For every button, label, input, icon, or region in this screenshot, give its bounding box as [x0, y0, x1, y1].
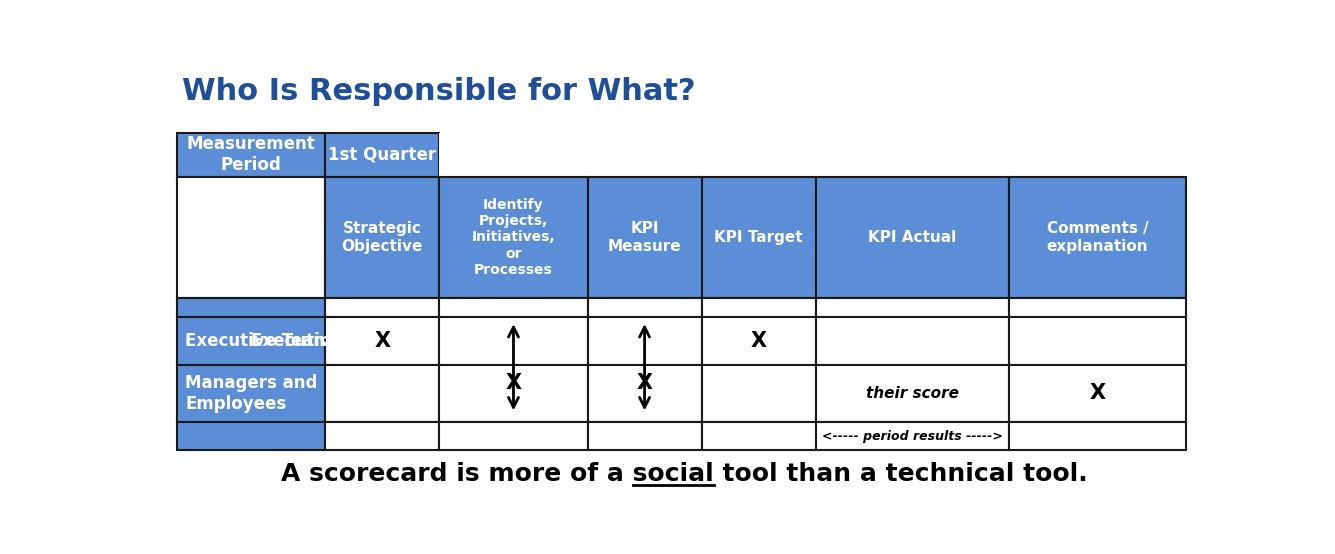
Bar [702, 317, 816, 365]
Text: Comments /
explanation: Comments / explanation [1047, 221, 1148, 254]
Bar [439, 177, 587, 298]
Bar [587, 317, 702, 365]
Bar [439, 317, 587, 365]
Text: their score: their score [866, 386, 959, 401]
Bar [1009, 132, 1185, 177]
Bar [816, 365, 1009, 422]
Text: 1st Quarter: 1st Quarter [328, 146, 437, 164]
Bar [326, 317, 439, 365]
Bar [1009, 177, 1185, 298]
Text: A scorecard is more of a: A scorecard is more of a [0, 542, 351, 554]
Bar [439, 298, 587, 317]
Text: A scorecard is more of a social tool than a technical tool.: A scorecard is more of a social tool tha… [280, 462, 1088, 486]
Text: KPI Actual: KPI Actual [868, 230, 957, 245]
Text: A scorecard is more of a social tool than a technical tool.: A scorecard is more of a social tool tha… [280, 462, 1088, 486]
Text: social: social [0, 542, 81, 554]
Text: Measurement
Period: Measurement Period [187, 135, 315, 175]
Bar [326, 422, 439, 450]
Bar [587, 422, 702, 450]
Bar [702, 298, 816, 317]
Text: X: X [750, 331, 766, 351]
Bar [178, 298, 326, 317]
Bar [816, 132, 1009, 177]
Bar [702, 422, 816, 450]
Bar [178, 317, 326, 365]
Bar [439, 132, 587, 177]
Bar [702, 132, 816, 177]
Bar [1009, 298, 1185, 317]
Text: Executive Team: Executive Team [186, 332, 331, 350]
Bar [326, 298, 439, 317]
Bar [587, 365, 702, 422]
Bar [702, 365, 816, 422]
Text: X: X [374, 331, 390, 351]
Bar [816, 317, 1009, 365]
Bar [1009, 365, 1185, 422]
Text: X: X [1089, 383, 1105, 403]
Bar [326, 132, 439, 177]
Bar [326, 177, 439, 298]
Text: <----- period results ----->: <----- period results -----> [822, 429, 1003, 443]
Text: Identify
Projects,
Initiatives,
or
Processes: Identify Projects, Initiatives, or Proce… [471, 198, 555, 277]
Bar [178, 422, 326, 450]
Bar [816, 298, 1009, 317]
Bar [439, 365, 587, 422]
Bar [587, 132, 702, 177]
Bar [439, 422, 587, 450]
Bar [816, 422, 1009, 450]
Text: KPI
Measure: KPI Measure [607, 221, 681, 254]
Bar [326, 365, 439, 422]
Text: Managers and
Employees: Managers and Employees [186, 374, 318, 413]
Bar [587, 177, 702, 298]
Bar [587, 298, 702, 317]
Bar [178, 365, 326, 422]
Text: Strategic
Objective: Strategic Objective [342, 221, 423, 254]
Bar [1009, 422, 1185, 450]
Text: KPI Target: KPI Target [714, 230, 802, 245]
Bar [178, 132, 326, 177]
Bar [1009, 317, 1185, 365]
Bar [816, 177, 1009, 298]
Text: Executive Team: Executive Team [251, 332, 396, 350]
Text: Who Is Responsible for What?: Who Is Responsible for What? [183, 77, 696, 106]
Bar [702, 177, 816, 298]
Text: X: X [506, 373, 522, 393]
Text: X: X [637, 373, 653, 393]
Bar [178, 177, 326, 298]
